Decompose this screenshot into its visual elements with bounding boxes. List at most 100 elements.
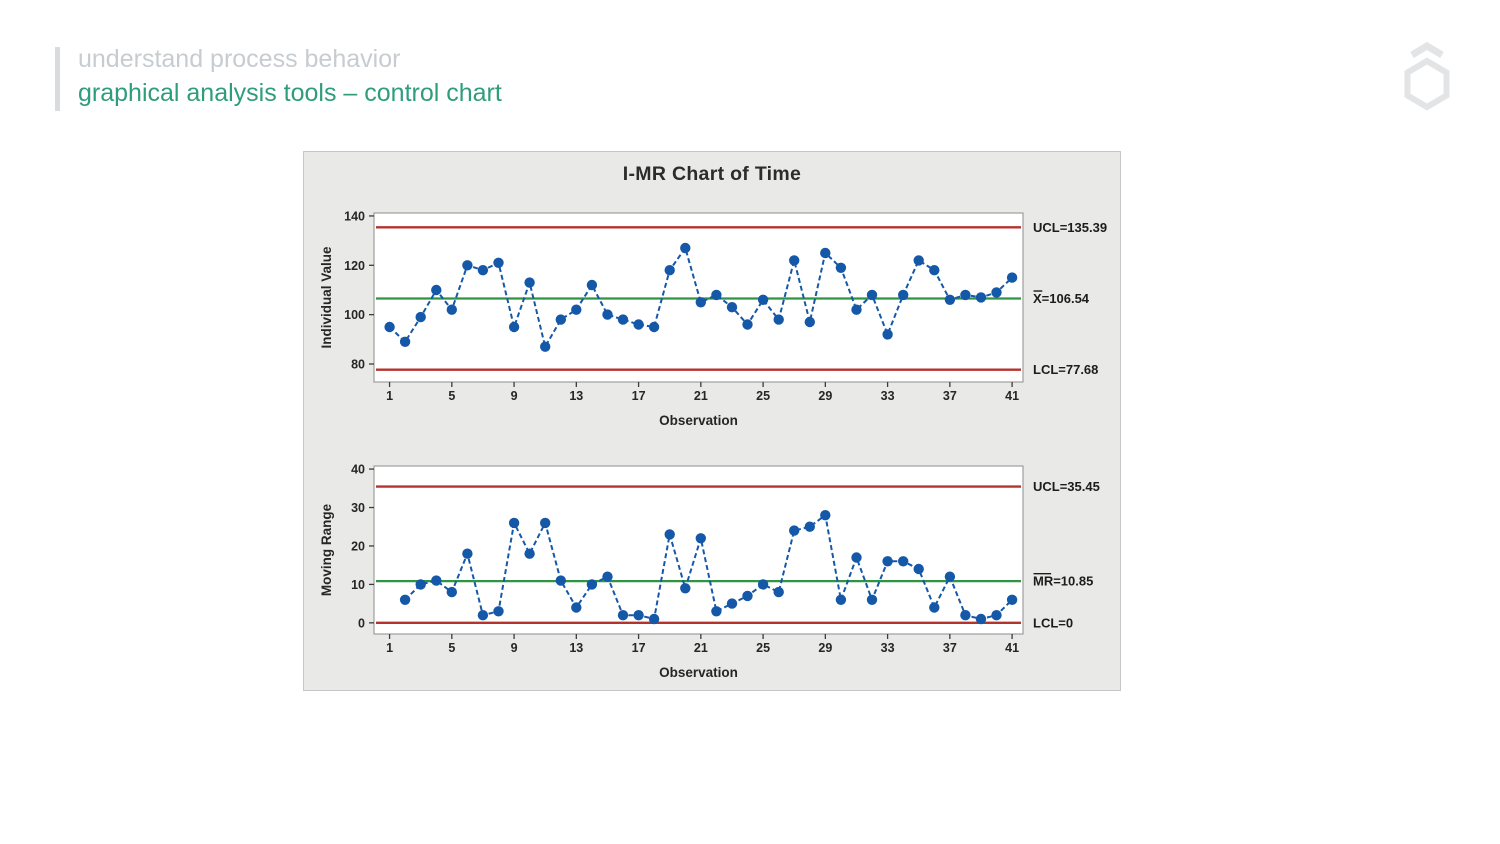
ucl-label: UCL=35.45 xyxy=(1033,479,1100,494)
data-point xyxy=(804,316,815,328)
y-tick-label: 100 xyxy=(344,308,365,322)
data-point xyxy=(882,329,893,340)
data-point xyxy=(617,610,629,621)
slide-kicker: understand process behavior xyxy=(78,45,401,73)
data-point xyxy=(944,571,956,582)
data-point xyxy=(804,521,815,532)
x-axis-label: Observation xyxy=(659,665,738,680)
y-tick-label: 10 xyxy=(351,578,365,592)
data-point xyxy=(944,294,956,305)
data-point xyxy=(602,571,613,582)
x-tick-label: 37 xyxy=(943,389,957,403)
data-point xyxy=(789,255,800,266)
data-point xyxy=(882,556,893,567)
slide-heading: graphical analysis tools – control chart xyxy=(78,79,502,107)
data-point xyxy=(898,289,909,301)
data-point xyxy=(851,552,862,563)
plot-area xyxy=(373,465,1024,635)
data-point xyxy=(835,594,847,605)
x-tick-label: 21 xyxy=(694,641,708,655)
moving-range-control-chart: 0 10 20 30 40 1 5 9 13 17 21 25 29 33 37 41 Observation M… xyxy=(319,463,1100,680)
data-point xyxy=(711,606,722,617)
data-point xyxy=(820,247,831,259)
data-point xyxy=(384,321,395,333)
hexagon-chevron-logo-icon xyxy=(1404,42,1450,111)
chart-title: I-MR Chart of Time xyxy=(622,163,802,185)
data-point xyxy=(664,529,675,540)
x-tick-label: 17 xyxy=(632,389,646,403)
data-point xyxy=(540,341,551,352)
data-point xyxy=(960,610,971,621)
data-point xyxy=(586,279,598,291)
data-point xyxy=(493,257,504,268)
data-point xyxy=(602,309,613,320)
data-point xyxy=(898,556,909,567)
data-point xyxy=(399,594,411,605)
data-point xyxy=(960,289,971,301)
data-point xyxy=(726,302,738,313)
data-point xyxy=(742,590,753,602)
x-tick-label: 33 xyxy=(881,389,895,403)
x-axis-label: Observation xyxy=(659,413,738,428)
x-tick-label: 1 xyxy=(386,389,393,403)
y-tick-label: 140 xyxy=(344,209,365,223)
data-point xyxy=(1006,272,1018,283)
data-point xyxy=(695,297,706,308)
data-point xyxy=(929,602,940,613)
x-tick-label: 41 xyxy=(1005,641,1019,655)
y-tick-label: 40 xyxy=(351,463,365,477)
data-point xyxy=(477,265,489,276)
center-label: X=106.54 xyxy=(1033,291,1090,306)
data-point xyxy=(648,613,660,625)
y-axis-label: Moving Range xyxy=(319,503,334,596)
x-tick-label: 5 xyxy=(448,641,455,655)
data-point xyxy=(648,321,660,333)
data-point xyxy=(866,594,878,605)
center-label: MR=10.85 xyxy=(1033,574,1093,589)
data-point xyxy=(462,260,473,271)
x-tick-label: 29 xyxy=(818,641,832,655)
ucl-label: UCL=135.39 xyxy=(1033,220,1107,235)
data-point xyxy=(633,319,644,330)
data-point xyxy=(991,287,1002,298)
data-point xyxy=(1006,594,1018,605)
data-point xyxy=(524,548,535,559)
x-tick-label: 1 xyxy=(386,641,393,655)
series-line xyxy=(404,513,1013,621)
y-tick-label: 80 xyxy=(351,357,365,371)
lcl-label: LCL=77.68 xyxy=(1033,362,1098,377)
x-tick-label: 13 xyxy=(569,641,583,655)
x-tick-label: 37 xyxy=(943,641,957,655)
x-tick-label: 17 xyxy=(632,641,646,655)
x-tick-label: 25 xyxy=(756,389,770,403)
data-point xyxy=(866,289,878,301)
data-point xyxy=(975,292,987,303)
data-point xyxy=(851,304,862,315)
data-point xyxy=(820,510,831,521)
data-point xyxy=(446,304,457,315)
data-point xyxy=(633,610,644,621)
x-tick-label: 25 xyxy=(756,641,770,655)
data-point xyxy=(835,262,847,273)
y-tick-label: 20 xyxy=(351,539,365,553)
data-point xyxy=(477,610,489,621)
data-point xyxy=(555,575,566,586)
data-point xyxy=(571,602,582,613)
y-tick-label: 0 xyxy=(358,616,365,630)
data-point xyxy=(571,304,582,315)
data-point xyxy=(555,314,566,325)
y-tick-label: 120 xyxy=(344,259,365,273)
data-point xyxy=(991,610,1002,621)
data-point xyxy=(493,606,504,617)
data-point xyxy=(524,277,535,288)
y-tick-label: 30 xyxy=(351,501,365,515)
data-point xyxy=(462,548,473,559)
data-point xyxy=(431,575,442,586)
x-tick-label: 33 xyxy=(881,641,895,655)
data-point xyxy=(913,563,924,575)
data-point xyxy=(508,517,520,529)
data-point xyxy=(399,336,411,347)
data-point xyxy=(929,265,940,276)
data-point xyxy=(664,265,675,276)
data-point xyxy=(757,294,769,305)
